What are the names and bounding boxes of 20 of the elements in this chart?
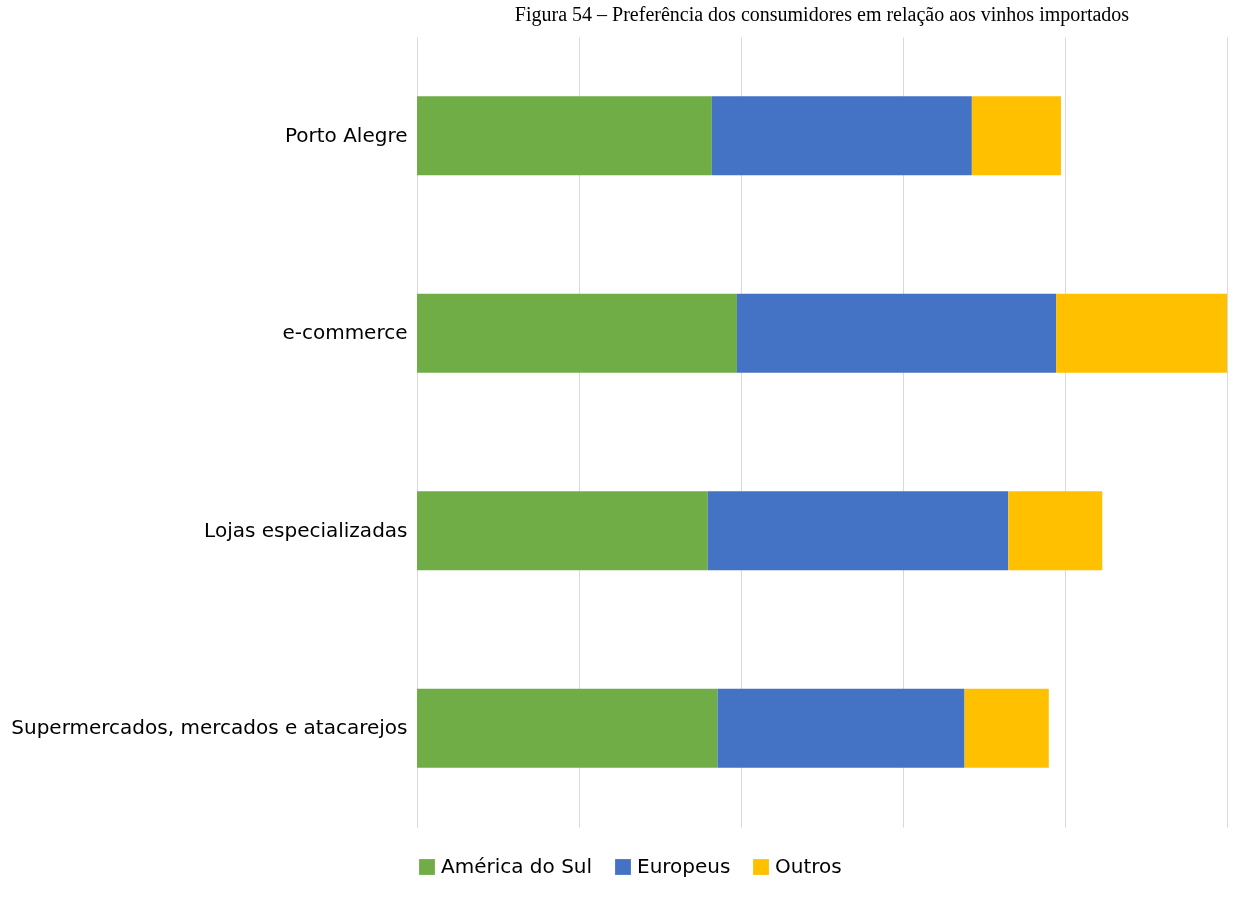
chart-title: Figura 54 – Preferência dos consumidores em relação aos vinhos importados — [514, 3, 1130, 26]
bar — [736, 293, 1057, 373]
y-tick-label: Lojas especializadas — [204, 517, 408, 542]
bar — [417, 293, 737, 373]
bar — [417, 688, 718, 768]
legend-label: Europeus — [637, 854, 731, 878]
bar — [964, 688, 1049, 768]
bar — [1056, 293, 1227, 373]
bar — [717, 688, 965, 768]
bar — [707, 491, 1009, 571]
bar — [417, 96, 712, 176]
y-tick-label: e-commerce — [282, 320, 408, 345]
y-tick-label: Supermercados, mercados e atacarejos — [11, 715, 408, 740]
bar — [711, 96, 972, 176]
y-tick-label: Porto Alegre — [284, 122, 408, 147]
bar — [1008, 491, 1103, 571]
bar — [971, 96, 1061, 176]
legend-label: América do Sul — [441, 854, 593, 878]
bar — [417, 491, 708, 571]
legend-label: Outros — [775, 854, 842, 878]
